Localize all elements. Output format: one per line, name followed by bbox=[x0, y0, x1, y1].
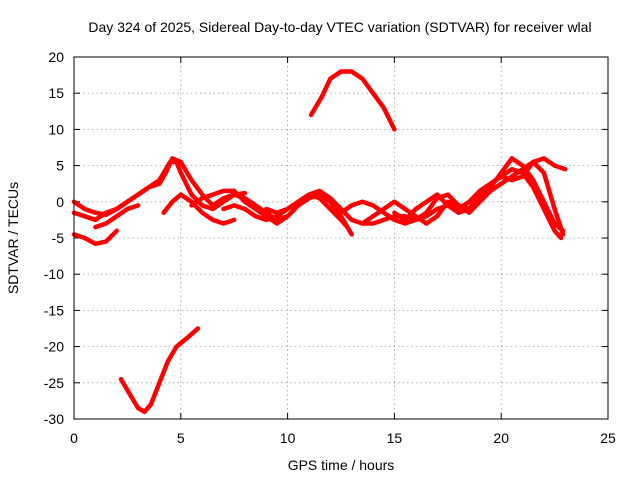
series-arc-5 bbox=[161, 192, 237, 226]
y-tick-label: 0 bbox=[56, 194, 64, 210]
x-axis-title: GPS time / hours bbox=[288, 457, 395, 473]
y-tick-label: -10 bbox=[44, 266, 64, 282]
x-tick-label: 5 bbox=[177, 430, 185, 446]
series-arc-8 bbox=[263, 188, 376, 226]
y-tick-label: -20 bbox=[44, 339, 64, 355]
x-tick-label: 20 bbox=[493, 430, 509, 446]
y-tick-label: 10 bbox=[48, 121, 64, 137]
series-arc-3 bbox=[71, 228, 119, 247]
data-series bbox=[71, 69, 568, 415]
y-tick-label: 20 bbox=[48, 49, 64, 65]
grid-lines bbox=[74, 57, 608, 419]
plot-frame bbox=[73, 56, 609, 420]
x-tick-label: 0 bbox=[70, 430, 78, 446]
y-tick-label: -30 bbox=[44, 411, 64, 427]
y-tick-label: 15 bbox=[48, 85, 64, 101]
series-arc-9 bbox=[308, 69, 397, 132]
y-tick-label: -25 bbox=[44, 375, 64, 391]
x-tick-label: 25 bbox=[600, 430, 616, 446]
x-tick-label: 10 bbox=[280, 430, 296, 446]
series-arc-14 bbox=[360, 159, 566, 237]
series-arc-2 bbox=[71, 156, 290, 223]
series-arc-12 bbox=[370, 156, 566, 234]
y-tick-label: -15 bbox=[44, 302, 64, 318]
series-arc-10 bbox=[118, 326, 201, 415]
chart-title: Day 324 of 2025, Sidereal Day-to-day VTE… bbox=[88, 19, 591, 35]
y-axis-title: SDTVAR / TECUs bbox=[5, 182, 21, 294]
y-tick-label: 5 bbox=[56, 158, 64, 174]
y-tick-label: -5 bbox=[52, 230, 65, 246]
series-arc-4 bbox=[93, 203, 141, 230]
x-tick-label: 15 bbox=[387, 430, 403, 446]
series-arc-13 bbox=[392, 156, 568, 223]
